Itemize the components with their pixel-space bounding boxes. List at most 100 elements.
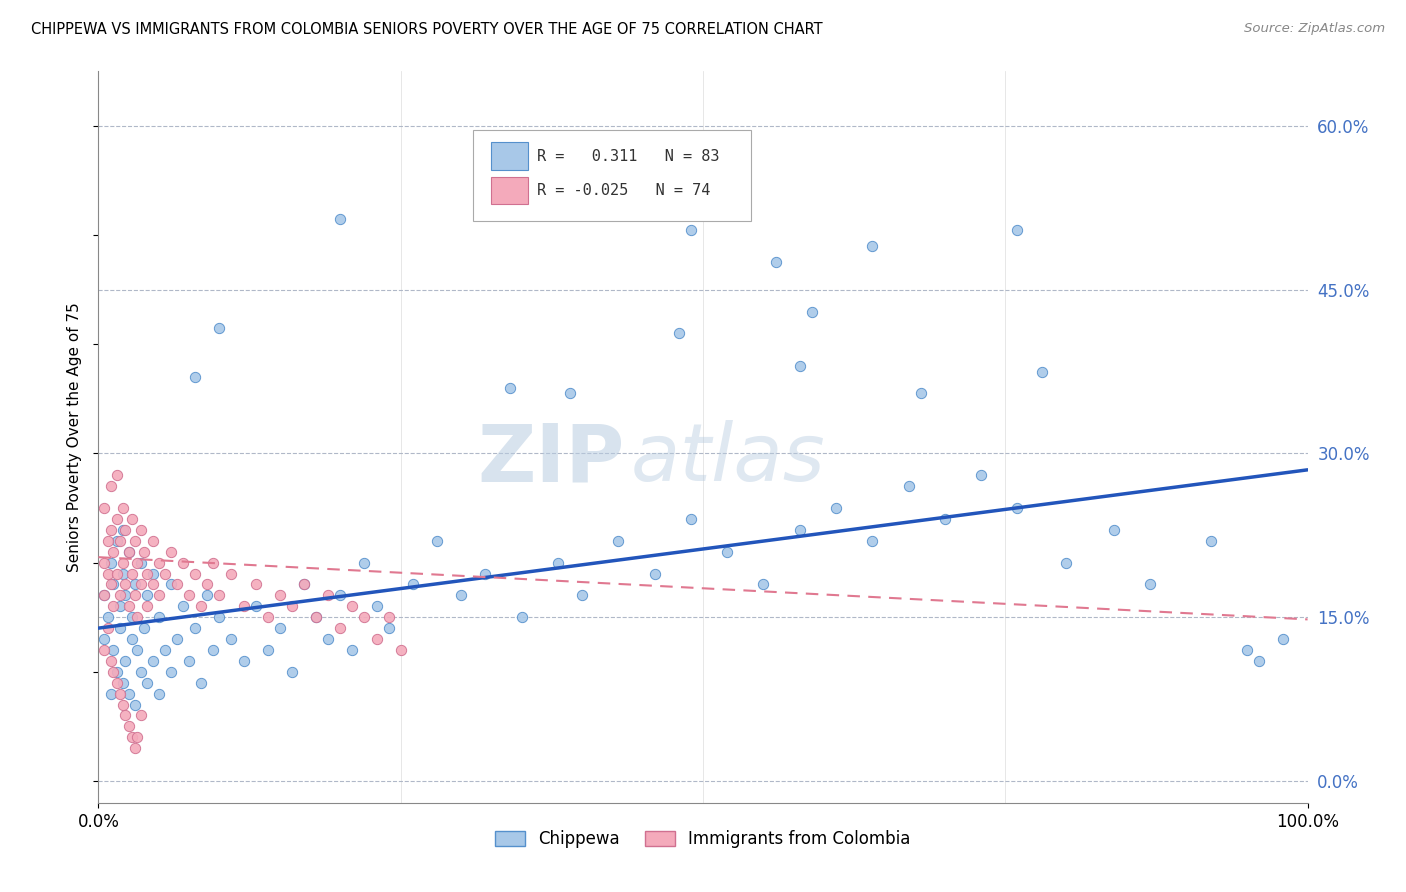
Point <box>450 588 472 602</box>
Point <box>934 512 956 526</box>
Point <box>97 610 120 624</box>
Point <box>377 621 399 635</box>
Point <box>111 566 134 581</box>
Point <box>329 621 352 635</box>
Point <box>148 588 170 602</box>
Point <box>498 381 520 395</box>
Point <box>134 621 156 635</box>
Point <box>910 386 932 401</box>
Point <box>1272 632 1295 646</box>
Point <box>127 643 149 657</box>
Point <box>547 556 569 570</box>
Point <box>142 533 165 548</box>
Point <box>148 687 170 701</box>
Point <box>111 675 134 690</box>
Point <box>208 610 231 624</box>
Point <box>93 632 115 646</box>
Point <box>179 588 201 602</box>
Point <box>148 556 170 570</box>
Point <box>121 610 143 624</box>
Point <box>305 610 328 624</box>
Point <box>153 566 176 581</box>
Point <box>108 533 131 548</box>
Point <box>121 632 143 646</box>
Point <box>121 731 143 745</box>
Point <box>135 588 157 602</box>
FancyBboxPatch shape <box>492 143 527 170</box>
Point <box>127 556 149 570</box>
Point <box>114 577 136 591</box>
Point <box>93 588 115 602</box>
Point <box>1007 501 1029 516</box>
Point <box>101 665 124 679</box>
Point <box>111 556 134 570</box>
Point <box>825 501 848 516</box>
Point <box>142 566 165 581</box>
Point <box>342 599 364 614</box>
Point <box>127 610 149 624</box>
Point <box>789 359 811 373</box>
Point <box>571 588 593 602</box>
Point <box>179 654 201 668</box>
Point <box>129 708 152 723</box>
Point <box>765 255 787 269</box>
Point <box>860 533 883 548</box>
Point <box>124 741 146 756</box>
Point <box>377 610 399 624</box>
Point <box>118 719 141 733</box>
Point <box>118 545 141 559</box>
Point <box>195 577 218 591</box>
Point <box>160 665 183 679</box>
Point <box>105 665 128 679</box>
Point <box>166 577 188 591</box>
Point <box>208 321 231 335</box>
Point <box>1139 577 1161 591</box>
Point <box>184 621 207 635</box>
Point <box>789 523 811 537</box>
Point <box>114 588 136 602</box>
Point <box>105 468 128 483</box>
Point <box>245 577 267 591</box>
Point <box>108 687 131 701</box>
Point <box>305 610 328 624</box>
Point <box>111 698 134 712</box>
Point <box>1236 643 1258 657</box>
Point <box>100 479 122 493</box>
Point <box>221 566 243 581</box>
Point <box>108 588 131 602</box>
Point <box>108 621 131 635</box>
Point <box>184 370 207 384</box>
Point <box>111 501 134 516</box>
Point <box>329 211 352 226</box>
Point <box>121 512 143 526</box>
Point <box>118 687 141 701</box>
Point <box>105 675 128 690</box>
Point <box>1199 533 1222 548</box>
Point <box>353 556 375 570</box>
Point <box>190 675 212 690</box>
Point <box>426 533 449 548</box>
Point <box>101 577 124 591</box>
Text: CHIPPEWA VS IMMIGRANTS FROM COLOMBIA SENIORS POVERTY OVER THE AGE OF 75 CORRELAT: CHIPPEWA VS IMMIGRANTS FROM COLOMBIA SEN… <box>31 22 823 37</box>
Point <box>97 566 120 581</box>
Point <box>366 632 388 646</box>
Point <box>100 687 122 701</box>
Point <box>232 599 254 614</box>
Point <box>142 654 165 668</box>
Point <box>100 556 122 570</box>
Point <box>134 545 156 559</box>
Point <box>342 643 364 657</box>
Point <box>105 566 128 581</box>
Point <box>124 577 146 591</box>
Point <box>1007 222 1029 236</box>
Point <box>160 545 183 559</box>
Point <box>118 545 141 559</box>
Point <box>316 632 339 646</box>
Point <box>202 643 225 657</box>
Point <box>800 304 823 318</box>
Legend: Chippewa, Immigrants from Colombia: Chippewa, Immigrants from Colombia <box>486 822 920 856</box>
Point <box>292 577 315 591</box>
Text: ZIP: ZIP <box>477 420 624 498</box>
Point <box>129 665 152 679</box>
Point <box>366 599 388 614</box>
